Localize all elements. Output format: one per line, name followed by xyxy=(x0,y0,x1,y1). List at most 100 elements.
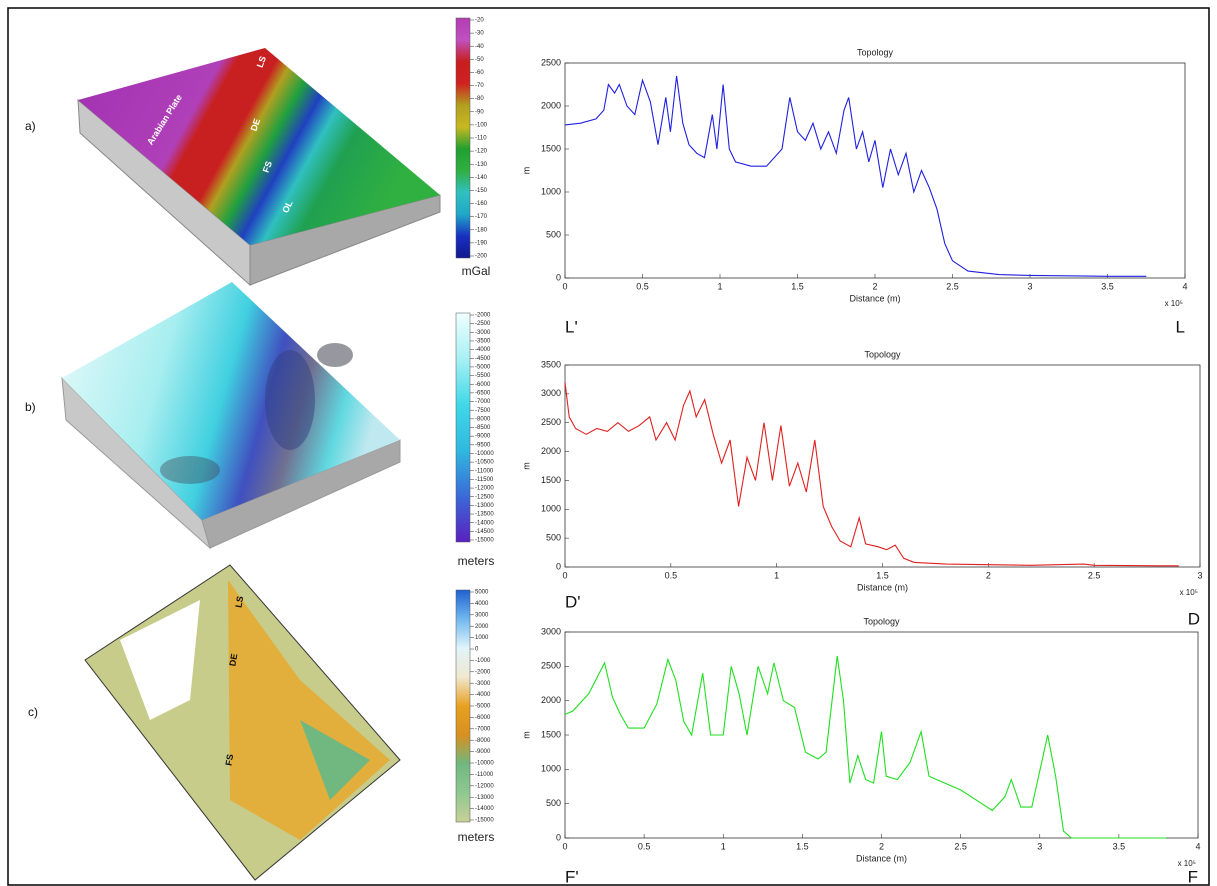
colorbar-tick-label: -10000 xyxy=(475,451,494,457)
colorbar-tick-label: -1000 xyxy=(475,658,491,664)
colorbar-tick-label: -4000 xyxy=(475,692,491,698)
panel-label: c) xyxy=(28,705,38,719)
map-a xyxy=(77,48,441,287)
y-tick-label: 1000 xyxy=(541,504,561,514)
y-tick-label: 3000 xyxy=(541,626,561,636)
colorbar-label: meters xyxy=(458,554,495,568)
x-tick-label: 1 xyxy=(774,570,779,580)
colorbar-tick-label: 4000 xyxy=(475,601,489,607)
colorbar-label: mGal xyxy=(462,264,491,278)
colorbar-tick-label: -20 xyxy=(475,18,484,24)
x-tick-label: 1.5 xyxy=(876,570,889,580)
colorbar-tick-label: -15000 xyxy=(475,538,494,544)
map-annotation: DE xyxy=(249,117,263,132)
colorbar-tick-label: -2000 xyxy=(475,669,491,675)
x-axis-label: Distance (m) xyxy=(849,293,900,303)
colorbar-tick-label: 0 xyxy=(475,647,479,653)
colorbar-tick-label: -130 xyxy=(475,162,488,168)
y-tick-label: 3500 xyxy=(541,359,561,369)
y-tick-label: 1500 xyxy=(541,729,561,739)
colorbar-tick-label: 2000 xyxy=(475,624,489,630)
colorbar-tick-label: -180 xyxy=(475,227,488,233)
chart-title: Topology xyxy=(863,616,900,626)
map-annotation: OL xyxy=(280,199,295,215)
colorbar-tick-label: -8500 xyxy=(475,425,491,431)
colorbar-tick-label: -12000 xyxy=(475,783,494,789)
y-tick-label: 2500 xyxy=(541,57,561,67)
colorbar-tick-label: -11000 xyxy=(475,772,494,778)
colorbar-tick-label: -100 xyxy=(475,122,488,128)
map-annotation: LS xyxy=(233,595,245,608)
x-tick-label: 2 xyxy=(879,841,884,851)
colorbar-tick-label: -13500 xyxy=(475,512,494,518)
y-tick-label: 2000 xyxy=(541,695,561,705)
colorbar-tick-label: -5500 xyxy=(475,373,491,379)
colorbar-tick-label: -160 xyxy=(475,201,488,207)
x-tick-label: 1 xyxy=(717,281,722,291)
x-tick-label: 2 xyxy=(872,281,877,291)
x-tick-label: 3 xyxy=(1037,841,1042,851)
colorbar-tick-label: -14000 xyxy=(475,520,494,526)
y-tick-label: 0 xyxy=(556,561,561,571)
profile-start: L' xyxy=(565,317,578,336)
colorbar-tick-label: -7000 xyxy=(475,399,491,405)
map-annotation: FS xyxy=(261,160,274,174)
profile-line xyxy=(564,75,1147,277)
colorbar-label: meters xyxy=(458,830,495,844)
colorbar-tick-label: -11500 xyxy=(475,477,494,483)
plot-area xyxy=(564,364,1201,568)
colorbar-tick-label: -15000 xyxy=(475,818,494,824)
x-tick-label: 1.5 xyxy=(796,841,809,851)
x-tick-label: 2 xyxy=(986,570,991,580)
frame xyxy=(7,7,1210,886)
y-tick-label: 1500 xyxy=(541,143,561,153)
profile-end: L xyxy=(1176,317,1185,336)
x-tick-label: 3 xyxy=(1027,281,1032,291)
colorbar-tick-label: -50 xyxy=(475,57,484,63)
colorbar-tick-label: -140 xyxy=(475,175,488,181)
x-tick-label: 1 xyxy=(721,841,726,851)
y-axis-label: m xyxy=(521,462,531,470)
colorbar xyxy=(455,312,471,543)
x-tick-label: 3.5 xyxy=(1101,281,1114,291)
x-tick-label: 1.5 xyxy=(791,281,804,291)
y-tick-label: 2000 xyxy=(541,100,561,110)
chart-title: Topology xyxy=(864,349,901,359)
colorbar-tick-label: -30 xyxy=(475,31,484,37)
colorbar-tick-label: -12000 xyxy=(475,486,494,492)
colorbar-tick-label: -6000 xyxy=(475,382,491,388)
y-tick-label: 1000 xyxy=(541,764,561,774)
colorbar-tick-label: -7000 xyxy=(475,726,491,732)
colorbar-tick-label: -3500 xyxy=(475,339,491,345)
x-tick-label: 0 xyxy=(562,841,567,851)
chart-title: Topology xyxy=(857,47,894,57)
colorbar-tick-label: -170 xyxy=(475,214,488,220)
x-tick-label: 4 xyxy=(1195,841,1200,851)
colorbar-tick-label: -5000 xyxy=(475,704,491,710)
colorbar-tick-label: -9000 xyxy=(475,434,491,440)
x-axis-label: Distance (m) xyxy=(857,582,908,592)
y-tick-label: 2500 xyxy=(541,661,561,671)
colorbar-tick-label: -14000 xyxy=(475,806,494,812)
x-tick-label: 2.5 xyxy=(946,281,959,291)
colorbar xyxy=(455,17,471,259)
colorbar-tick-label: -190 xyxy=(475,240,488,246)
y-tick-label: 1500 xyxy=(541,475,561,485)
y-tick-label: 500 xyxy=(546,533,561,543)
colorbar-tick-label: 5000 xyxy=(475,590,489,596)
colorbar-tick-label: -110 xyxy=(475,136,487,142)
colorbar-tick-label: -13000 xyxy=(475,795,494,801)
colorbar-tick-label: -2500 xyxy=(475,321,491,327)
plot-area xyxy=(564,62,1186,279)
colorbar-tick-label: -6000 xyxy=(475,715,491,721)
x-exponent: x 10⁵ xyxy=(1180,588,1198,597)
colorbar-tick-label: -11000 xyxy=(475,468,494,474)
colorbar-tick-label: -8000 xyxy=(475,416,491,422)
y-tick-label: 0 xyxy=(556,272,561,282)
colorbar-tick-label: 3000 xyxy=(475,612,489,618)
map-annotation: DE xyxy=(227,653,239,667)
x-tick-label: 2.5 xyxy=(954,841,967,851)
colorbar-tick-label: -4000 xyxy=(475,347,491,353)
x-exponent: x 10⁵ xyxy=(1178,859,1196,868)
